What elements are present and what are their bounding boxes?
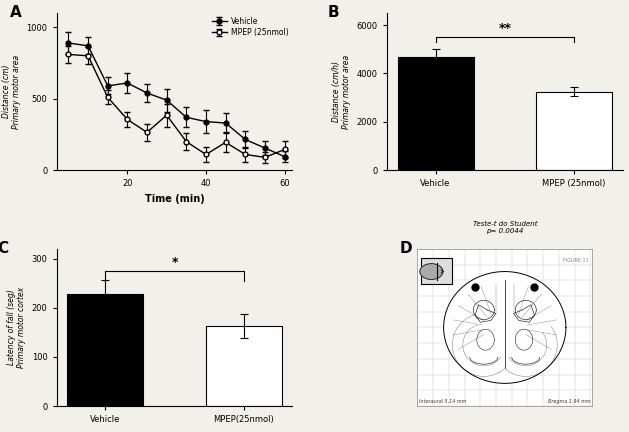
Polygon shape	[420, 264, 443, 280]
Legend: Vehicle, MPEP (25nmol): Vehicle, MPEP (25nmol)	[212, 17, 289, 37]
Y-axis label: Latency of fall (seg)
Primary motor cortex: Latency of fall (seg) Primary motor cort…	[7, 287, 26, 368]
Text: A: A	[9, 5, 21, 20]
Text: Bregma 1.94 mm: Bregma 1.94 mm	[548, 399, 591, 404]
Y-axis label: Distance (cm)
Primary motor area: Distance (cm) Primary motor area	[2, 54, 21, 129]
Bar	[536, 92, 612, 170]
Text: **: **	[498, 22, 511, 35]
FancyBboxPatch shape	[421, 257, 452, 284]
Bar	[67, 294, 143, 406]
Text: C: C	[0, 241, 9, 256]
Polygon shape	[443, 272, 566, 383]
Bar	[398, 57, 474, 170]
X-axis label: Time (min): Time (min)	[145, 194, 204, 204]
Text: D: D	[400, 241, 413, 256]
Y-axis label: Distance (cm/h)
Primary motor area: Distance (cm/h) Primary motor area	[331, 54, 351, 129]
Text: *: *	[171, 257, 178, 270]
Text: FIGURE 11: FIGURE 11	[563, 257, 589, 263]
Text: Interaural 5.14 mm: Interaural 5.14 mm	[419, 399, 467, 404]
Text: B: B	[328, 5, 340, 20]
Bar	[206, 326, 282, 406]
Text: Teste-t do Student
p= 0.0044: Teste-t do Student p= 0.0044	[472, 220, 537, 234]
